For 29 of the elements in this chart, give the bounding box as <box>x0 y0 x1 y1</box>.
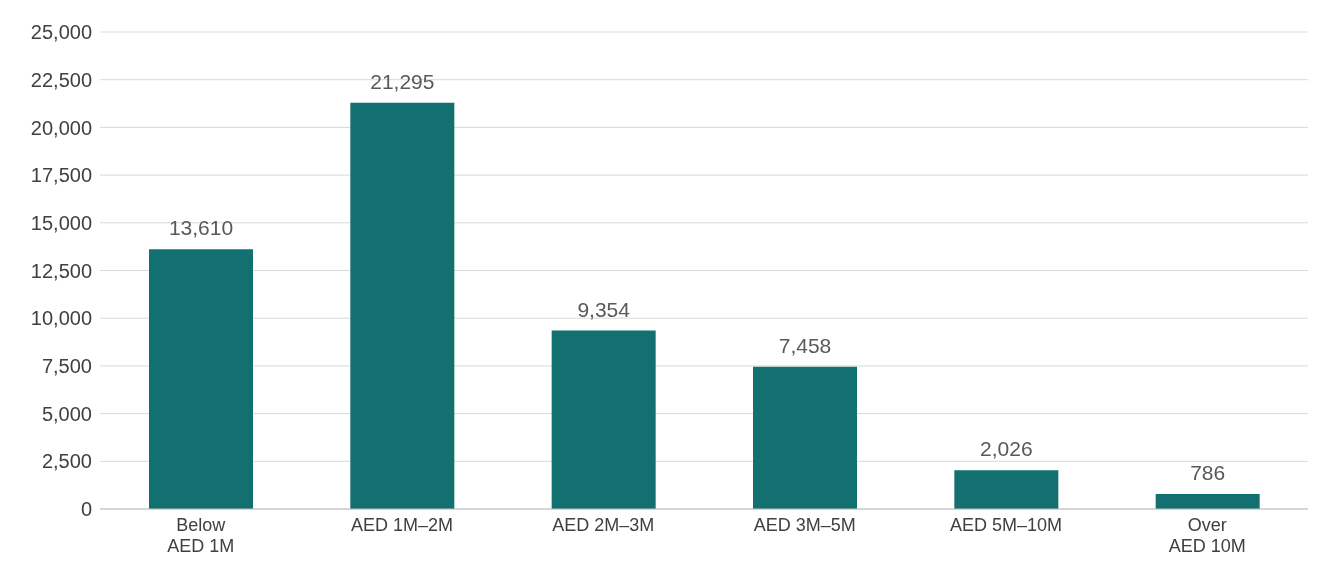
x-tick-label: AED 1M–2M <box>350 515 454 535</box>
data-label: 9,354 <box>577 297 631 321</box>
x-tick-label: Below AED 1M <box>167 515 235 556</box>
bar <box>350 102 455 509</box>
y-tick-label: 7,500 <box>41 355 92 377</box>
bar <box>149 249 253 509</box>
bar <box>753 366 857 509</box>
x-tick-label: AED 3M–5M <box>753 515 856 535</box>
y-tick-label: 17,500 <box>30 164 92 187</box>
bar <box>1155 494 1260 509</box>
bar <box>954 470 1059 509</box>
bar <box>551 330 656 509</box>
y-tick-label: 12,500 <box>30 259 92 282</box>
x-tick-label: Over AED 10M <box>1168 515 1246 556</box>
data-label: 21,295 <box>370 69 435 93</box>
y-tick-label: 25,000 <box>30 21 92 44</box>
y-tick-label: 5,000 <box>41 402 92 425</box>
y-tick-label: 22,500 <box>30 68 92 91</box>
x-tick-label: AED 2M–3M <box>552 515 655 535</box>
y-tick-label: 2,500 <box>41 450 92 473</box>
data-label: 786 <box>1190 461 1226 484</box>
y-tick-label: 0 <box>80 498 92 521</box>
y-tick-label: 20,000 <box>30 116 92 139</box>
y-tick-label: 15,000 <box>30 211 92 234</box>
data-label: 2,026 <box>980 437 1033 461</box>
y-tick-label: 10,000 <box>30 307 92 330</box>
data-label: 7,458 <box>778 333 832 357</box>
x-tick-label: AED 5M–10M <box>949 515 1063 535</box>
data-label: 13,610 <box>168 216 234 240</box>
